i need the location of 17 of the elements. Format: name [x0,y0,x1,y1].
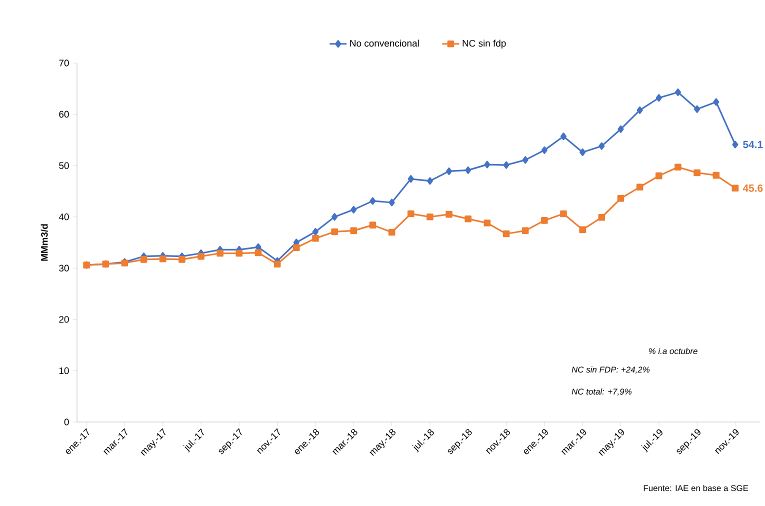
y-tick-label: 60 [59,110,69,118]
data-label: 45.6 [742,184,763,192]
source-note: Fuente: IAE en base a SGE [644,484,748,492]
y-tick-label: 50 [59,162,69,169]
data-label: 54.1 [743,140,763,148]
annotation: NC sin FDP: +24,2% [572,366,650,374]
y-tick-label: 20 [59,316,69,323]
y-tick-label: 30 [59,264,69,272]
y-tick-label: 70 [59,60,69,66]
y-tick-label: 10 [59,367,69,374]
y-axis-title: MMm3/d [40,224,48,261]
annotation: NC total: +7,9% [572,388,632,396]
y-tick-label: 0 [64,418,69,426]
legend-label: No convencional [350,40,419,47]
annotation: % i.a octubre [648,348,698,354]
legend-label: NC sin fdp [462,40,506,49]
y-tick-label: 40 [58,214,69,220]
